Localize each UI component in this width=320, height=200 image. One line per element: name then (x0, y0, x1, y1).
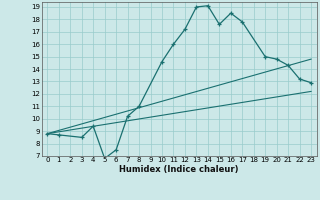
X-axis label: Humidex (Indice chaleur): Humidex (Indice chaleur) (119, 165, 239, 174)
